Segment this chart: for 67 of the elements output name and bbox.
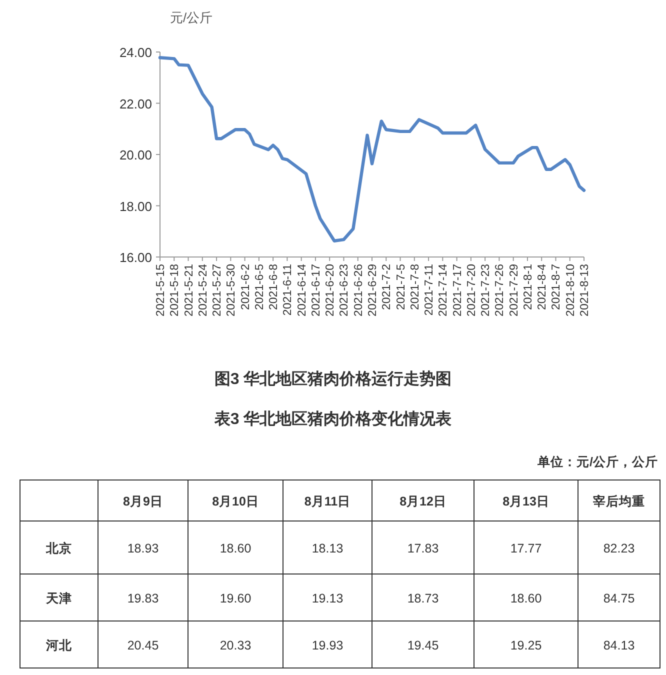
data-label: 19.25: [510, 638, 542, 652]
data-label: 19.13: [312, 592, 344, 606]
data-label: 84.13: [603, 638, 635, 652]
x-tick-label: 2021-6-5: [254, 264, 266, 310]
x-tick-label: 2021-8-1: [522, 264, 534, 310]
x-tick-label: 2021-7-14: [438, 263, 450, 316]
x-tick-label: 2021-6-23: [338, 264, 351, 316]
x-tick-label: 8月9日: [123, 494, 163, 508]
x-tick-label: 2021-7-5: [395, 264, 408, 310]
y-tick-label: 20.00: [119, 148, 152, 162]
data-label: 18.73: [407, 592, 439, 606]
data-label: 20.45: [127, 638, 159, 652]
data-label: 19.45: [407, 638, 439, 652]
x-tick-label: 2021-5-30: [226, 264, 238, 316]
x-tick-label: 2021-7-23: [480, 264, 492, 316]
data-label: 82.23: [603, 542, 635, 556]
y-axis-title: 元/公斤: [170, 10, 213, 25]
x-tick-label: 2021-5-15: [155, 264, 167, 316]
x-tick-label: 2021-6-2: [240, 264, 252, 310]
data-label: 20.33: [220, 638, 252, 652]
x-tick-label: 2021-7-8: [409, 264, 422, 310]
x-tick-label: 2021-5-21: [183, 264, 196, 316]
y-tick-label: 河北: [45, 638, 73, 652]
y-tick-label: 18.00: [119, 198, 152, 214]
x-tick-label: 2021-8-10: [564, 264, 577, 316]
data-label: 17.83: [407, 542, 439, 556]
x-tick-label: 2021-8-13: [579, 264, 591, 316]
data-label: 19.60: [220, 592, 252, 606]
x-tick-label: 2021-8-4: [536, 263, 549, 310]
x-tick-label: 2021-6-26: [352, 264, 365, 316]
x-tick-label: 2021-7-17: [452, 264, 464, 316]
x-tick-label: 2021-7-26: [494, 264, 506, 316]
x-tick-label: 2021-6-17: [310, 264, 322, 316]
text: 图3 华北地区猪肉价格运行走势图: [214, 370, 452, 388]
data-label: 19.83: [127, 592, 159, 606]
data-label: 84.75: [603, 592, 635, 606]
y-tick-label: 24.00: [119, 45, 152, 60]
x-tick-label: 8月11日: [304, 494, 351, 508]
x-tick-label: 2021-5-27: [212, 264, 224, 316]
data-label: 18.60: [510, 592, 542, 606]
x-tick-label: 宰后均重: [593, 494, 645, 508]
x-tick-label: 2021-5-24: [197, 263, 210, 316]
x-tick-label: 8月12日: [400, 494, 446, 508]
x-tick-label: 2021-6-20: [324, 264, 337, 316]
x-tick-label: 2021-7-20: [466, 264, 478, 316]
x-tick-label: 2021-8-7: [550, 264, 563, 310]
x-tick-label: 2021-6-8: [268, 264, 280, 310]
x-tick-label: 8月10日: [212, 494, 259, 508]
y-tick-label: 天津: [45, 592, 72, 606]
x-tick-label: 2021-6-14: [296, 263, 308, 316]
text: 单位：元/公斤，公斤: [536, 454, 658, 469]
data-label: 18.60: [220, 542, 252, 556]
x-tick-label: 2021-7-2: [381, 264, 394, 310]
y-tick-label: 16.00: [119, 250, 152, 265]
x-tick-label: 2021-6-29: [367, 264, 379, 316]
x-tick-label: 2021-6-11: [282, 264, 294, 316]
x-tick-label: 8月13日: [502, 494, 550, 508]
data-label: 18.93: [127, 542, 159, 556]
x-tick-label: 2021-7-11: [424, 264, 436, 316]
chart-title: 表3 华北地区猪肉价格变化情况表: [213, 410, 453, 428]
x-tick-label: 2021-7-29: [508, 264, 520, 316]
data-label: 17.77: [510, 542, 542, 556]
data-label: 19.93: [312, 638, 344, 652]
data-label: 18.13: [312, 542, 344, 556]
y-tick-label: 22.00: [119, 96, 152, 112]
x-tick-label: 2021-5-18: [169, 264, 182, 316]
y-tick-label: 北京: [45, 540, 72, 556]
